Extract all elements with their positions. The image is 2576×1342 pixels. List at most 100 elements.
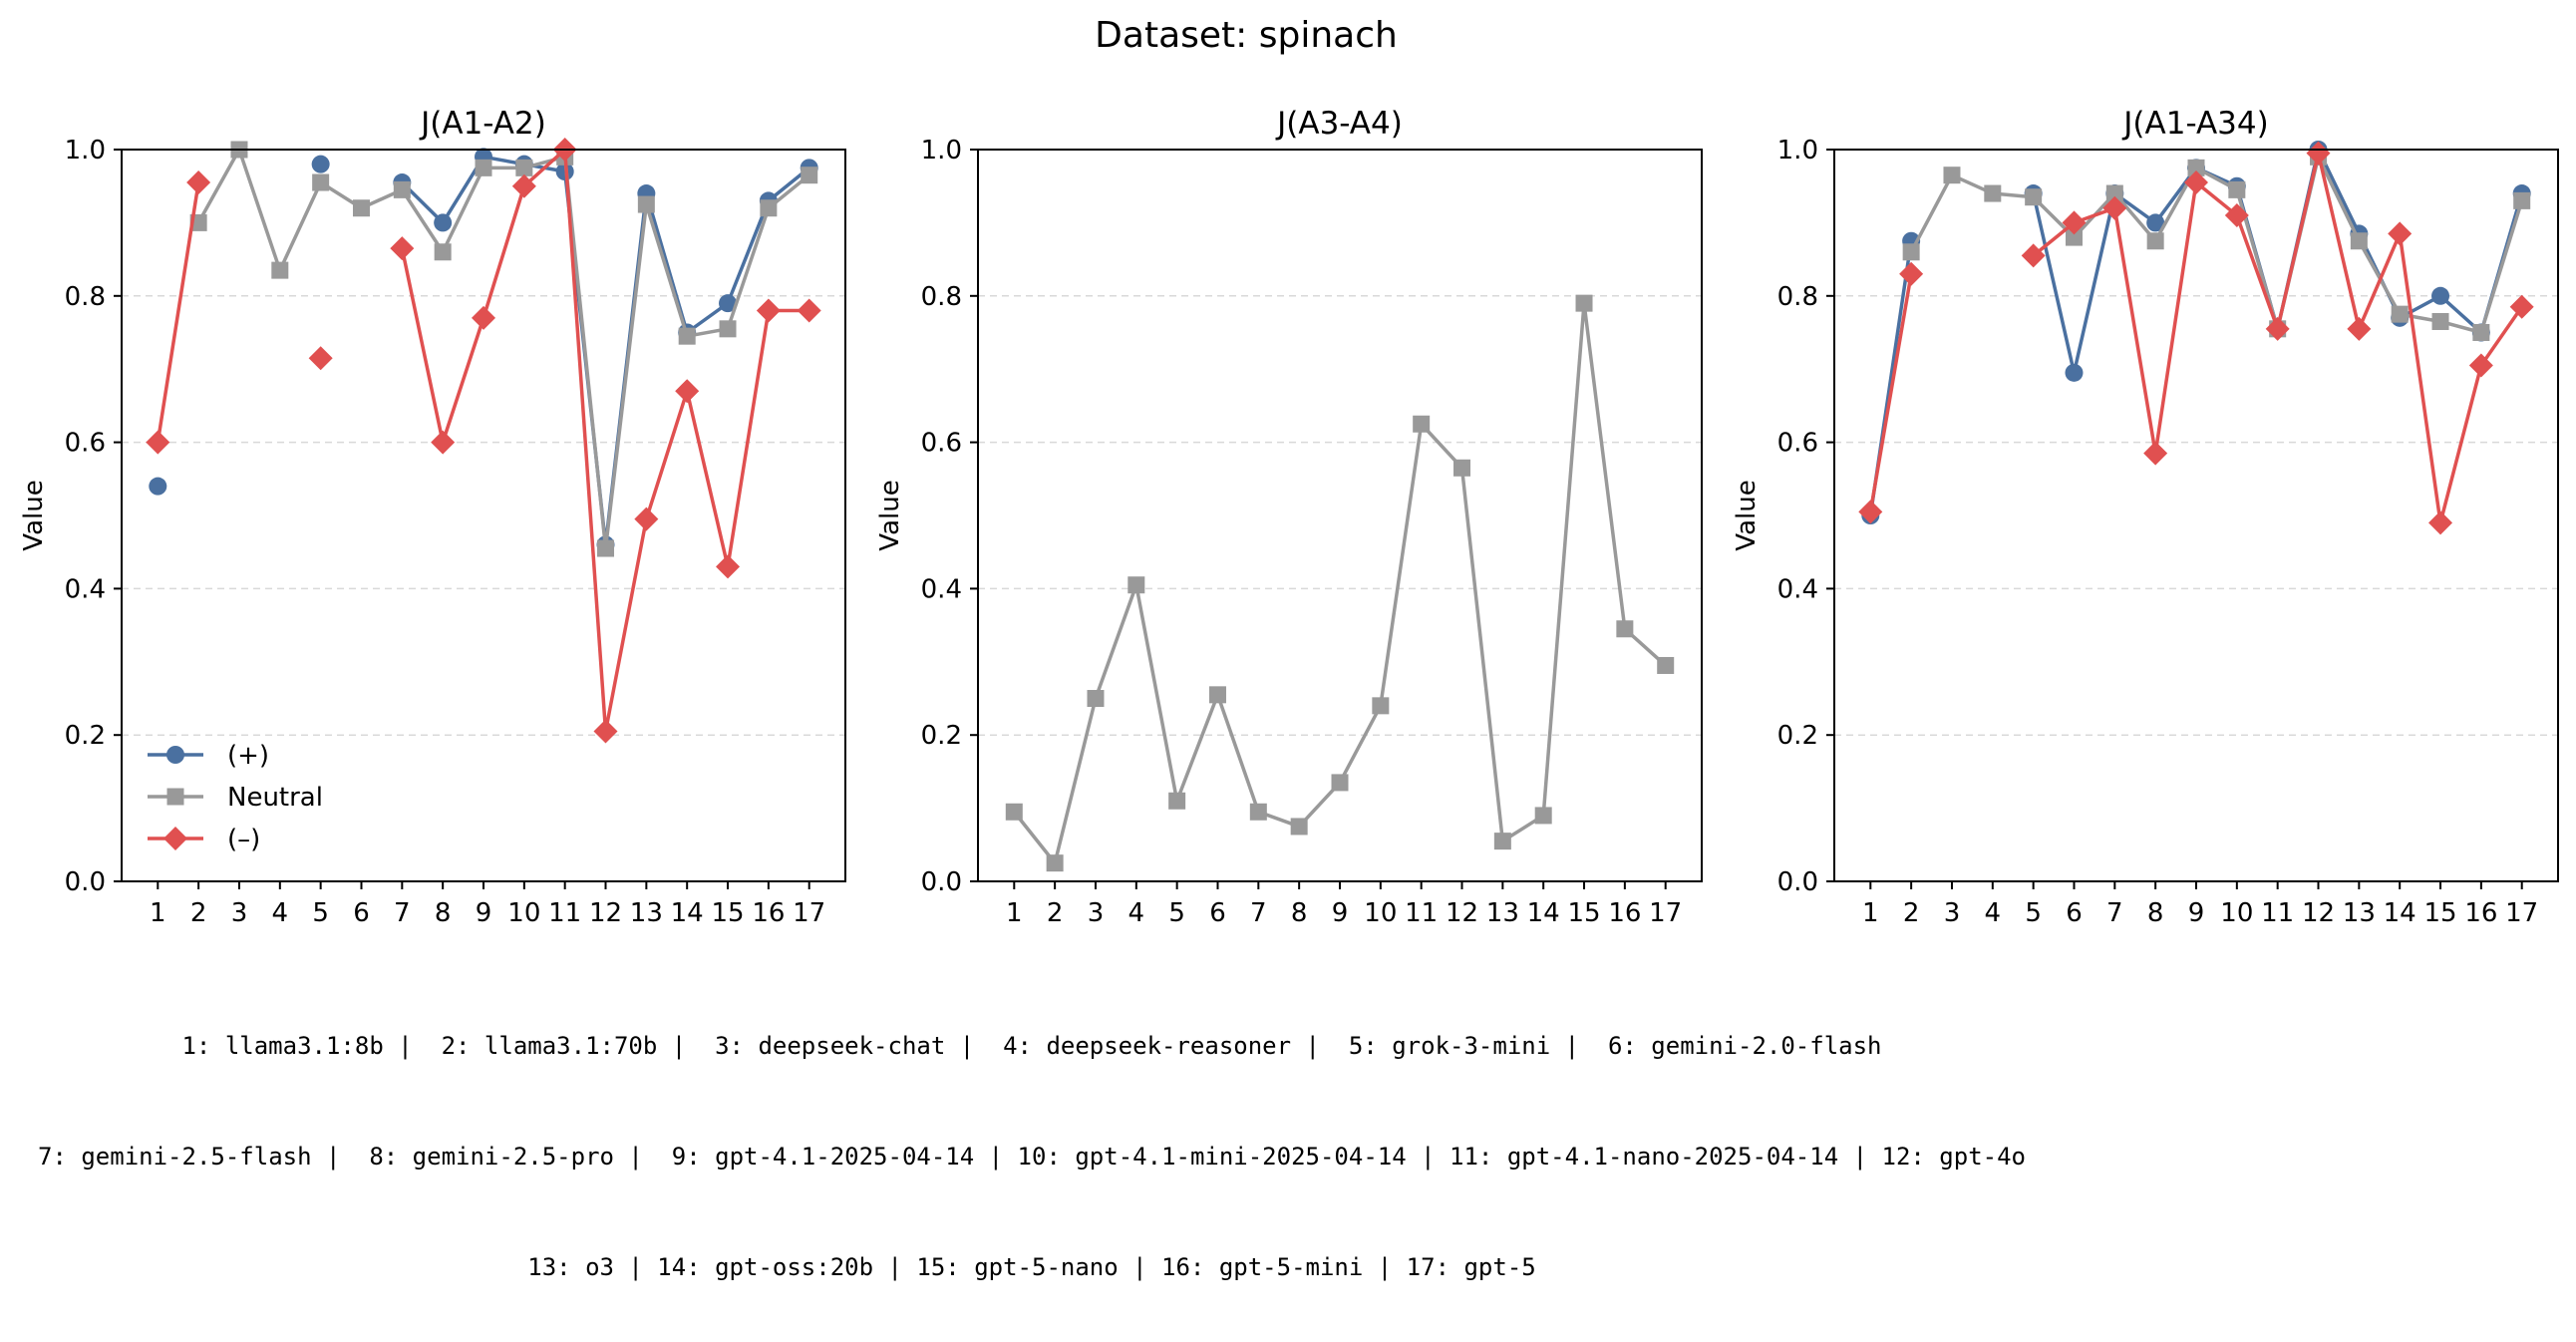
x-tick-label: 5 — [2025, 898, 2042, 928]
data-point — [431, 430, 456, 455]
legend: (+) Neutral (–) — [148, 741, 323, 854]
data-point — [1858, 500, 1883, 524]
y-tick-label: 0.4 — [921, 574, 962, 604]
y-tick-label: 0.0 — [921, 867, 962, 897]
x-tick-label: 5 — [1168, 898, 1185, 928]
series- — [1861, 141, 2531, 524]
x-tick-label: 8 — [1291, 898, 1308, 928]
chart-panel-2: 0.00.20.40.60.81.01 2 3 4 5 6 7 8 9 10 11 12 13 14 15 1… — [875, 106, 1703, 928]
x-tick-label: 10 — [1364, 898, 1397, 928]
y-axis-label: Value — [875, 480, 905, 550]
data-point — [597, 539, 615, 557]
y-tick-label: 0.0 — [65, 867, 106, 897]
x-tick-label: 7 — [394, 898, 411, 928]
data-point — [1616, 620, 1634, 638]
data-point — [515, 159, 533, 176]
data-point — [472, 305, 495, 330]
y-tick-label: 1.0 — [65, 136, 106, 166]
x-tick-label: 14 — [1527, 898, 1560, 928]
data-point — [1534, 807, 1552, 825]
x-tick-label: 9 — [1332, 898, 1349, 928]
data-point — [1249, 803, 1267, 821]
figure-title: Dataset: spinach — [1095, 15, 1398, 56]
x-tick-label: 17 — [1649, 898, 1682, 928]
x-tick-label: 16 — [1608, 898, 1641, 928]
data-point — [2347, 316, 2372, 341]
data-point — [1453, 459, 1471, 477]
series-neutral — [189, 141, 818, 557]
y-tick-label: 0.6 — [1777, 429, 1818, 459]
data-point — [2431, 312, 2449, 330]
legend-label: (–) — [227, 825, 260, 854]
legend-marker — [163, 827, 187, 850]
legend-label: Neutral — [227, 783, 323, 813]
legend-label: (+) — [227, 741, 269, 771]
data-point — [2065, 228, 2083, 246]
x-tick-label: 3 — [1088, 898, 1105, 928]
x-tick-label: 17 — [793, 898, 825, 928]
data-point — [1046, 854, 1064, 872]
series-line — [1868, 273, 1913, 512]
x-tick-label: 4 — [1128, 898, 1145, 928]
series- — [149, 148, 818, 554]
footer-line-3: 13: o3 | 14: gpt-oss:20b | 15: gpt-5-nan… — [527, 1253, 1535, 1281]
data-point — [1657, 656, 1675, 674]
data-point — [637, 195, 655, 213]
data-point — [756, 298, 781, 323]
y-tick-label: 0.4 — [65, 574, 106, 604]
data-point — [2062, 210, 2087, 235]
data-point — [797, 298, 821, 323]
data-point — [149, 477, 167, 496]
data-point — [634, 506, 659, 531]
x-tick-label: 1 — [1862, 898, 1879, 928]
x-tick-label: 10 — [2220, 898, 2253, 928]
series-line — [401, 155, 810, 547]
plot-frame — [1833, 149, 2559, 882]
x-tick-label: 15 — [2423, 898, 2456, 928]
data-point — [1005, 803, 1023, 821]
data-point — [2187, 159, 2205, 176]
data-point — [1087, 690, 1105, 707]
x-tick-label: 12 — [589, 898, 622, 928]
series-line — [156, 181, 200, 443]
x-tick-label: 1 — [1006, 898, 1023, 928]
x-tick-label: 11 — [1405, 898, 1438, 928]
x-tick-label: 15 — [711, 898, 744, 928]
data-point — [434, 213, 453, 232]
series- — [1858, 141, 2534, 535]
x-tick-label: 5 — [312, 898, 329, 928]
data-point — [475, 159, 492, 176]
data-point — [434, 243, 452, 261]
x-tick-label: 10 — [507, 898, 540, 928]
data-point — [2468, 353, 2493, 378]
footer-line-2: 7: gemini-2.5-flash | 8: gemini-2.5-pro … — [38, 1143, 2026, 1171]
data-point — [801, 167, 818, 184]
y-tick-label: 0.2 — [921, 721, 962, 751]
data-point — [2025, 188, 2043, 206]
data-point — [2306, 141, 2331, 166]
x-tick-label: 12 — [2302, 898, 2335, 928]
data-point — [1372, 697, 1390, 715]
data-point — [678, 327, 696, 345]
y-tick-label: 0.6 — [921, 429, 962, 459]
legend-marker — [166, 746, 184, 764]
x-tick-label: 11 — [2261, 898, 2294, 928]
y-tick-label: 0.4 — [1777, 574, 1818, 604]
data-point — [1984, 184, 2002, 202]
plot-frame — [977, 149, 1703, 882]
data-point — [2105, 184, 2123, 202]
series-line — [1909, 155, 2524, 335]
data-point — [390, 236, 415, 261]
data-point — [511, 173, 536, 198]
y-tick-label: 1.0 — [1777, 136, 1818, 166]
series-neutral — [1005, 294, 1675, 872]
x-tick-label: 9 — [2188, 898, 2205, 928]
x-tick-label: 6 — [2066, 898, 2083, 928]
x-tick-label: 8 — [2147, 898, 2164, 928]
data-point — [2224, 203, 2249, 228]
data-point — [1902, 243, 1920, 261]
data-point — [2228, 180, 2246, 198]
data-point — [1943, 167, 1961, 184]
x-tick-label: 7 — [2106, 898, 2123, 928]
x-tick-label: 1 — [150, 898, 166, 928]
